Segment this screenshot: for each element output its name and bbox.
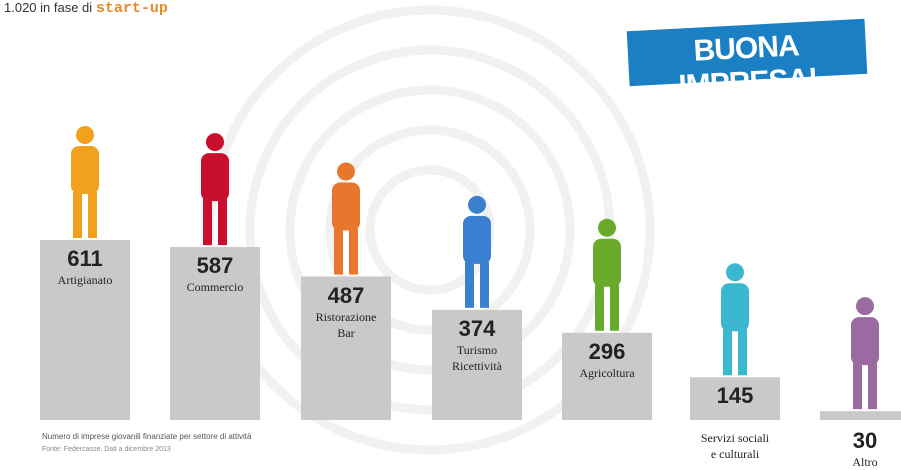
figure-head: [468, 196, 486, 214]
figure-head: [856, 297, 874, 315]
note: Numero di imprese giovanili finanziate p…: [42, 432, 251, 441]
figure-head: [726, 263, 744, 281]
figure-leg: [868, 363, 877, 409]
figure-body: [332, 183, 360, 231]
figure-leg: [73, 192, 82, 238]
figure-leg: [465, 262, 474, 308]
figure-head: [206, 133, 224, 151]
category-label: Altro: [810, 454, 901, 470]
figure-leg: [88, 192, 97, 238]
source: Fonte: Federcasse. Dati a dicembre 2013: [42, 446, 171, 453]
figure-leg: [610, 285, 619, 331]
figure-leg: [218, 199, 227, 245]
infographic: 1.020 in fase di start-up BUONA IMPRESA!…: [0, 0, 901, 465]
figure-body: [851, 317, 879, 365]
figure-head: [76, 126, 94, 144]
figure-head: [337, 163, 355, 181]
category-label: Commercio: [160, 279, 270, 295]
figure-leg: [723, 329, 732, 375]
category-label: Turismo Ricettività: [422, 342, 532, 374]
value-label: 30: [820, 428, 901, 454]
badge-text: BUONA IMPRESA!: [634, 26, 859, 106]
bar: [820, 411, 901, 420]
value-label: 374: [432, 316, 522, 342]
category-label: Servizi sociali e culturali: [680, 430, 790, 462]
figure-leg: [334, 229, 343, 275]
figure-leg: [480, 262, 489, 308]
title: 1.020 in fase di start-up: [4, 0, 168, 17]
value-label: 487: [301, 283, 391, 309]
category-label: Agricoltura: [552, 365, 662, 381]
figure-body: [463, 216, 491, 264]
title-highlight: start-up: [96, 0, 168, 17]
figure-leg: [349, 229, 358, 275]
figure-leg: [853, 363, 862, 409]
value-label: 296: [562, 339, 652, 365]
category-label: Ristorazione Bar: [291, 309, 401, 341]
figure-body: [201, 153, 229, 201]
value-label: 611: [40, 246, 130, 272]
figure-body: [593, 239, 621, 287]
figure-body: [721, 283, 749, 331]
value-label: 145: [690, 383, 780, 409]
value-label: 587: [170, 253, 260, 279]
figure-head: [598, 219, 616, 237]
figure-body: [71, 146, 99, 194]
figure-leg: [738, 329, 747, 375]
figure-leg: [595, 285, 604, 331]
figure-leg: [203, 199, 212, 245]
title-text: 1.020 in fase di: [4, 0, 92, 15]
category-label: Artigianato: [30, 272, 140, 288]
